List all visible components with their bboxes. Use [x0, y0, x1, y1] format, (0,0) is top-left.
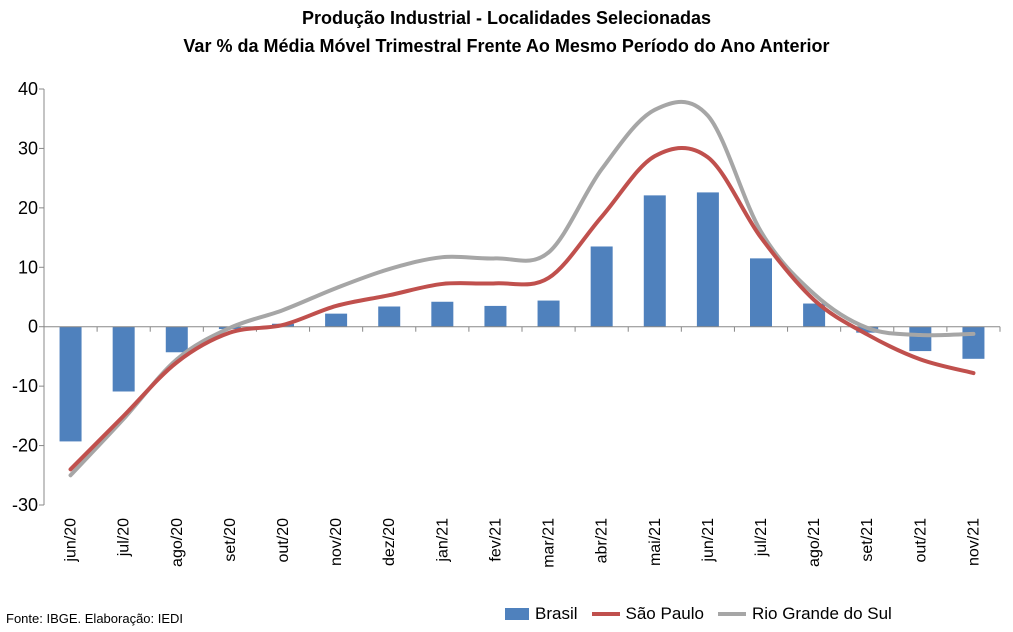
- legend-label-sao-paulo: São Paulo: [625, 604, 704, 623]
- axes: [39, 88, 1001, 506]
- bar-brasil-mai-21: [643, 195, 666, 327]
- x-tick-label: nov/21: [965, 518, 982, 566]
- y-tick-label: -10: [12, 376, 38, 396]
- bar-brasil-jul-20: [112, 326, 135, 392]
- legend-item-rio-grande-do-sul: Rio Grande do Sul: [717, 604, 892, 624]
- x-tick-label: ago/21: [806, 518, 823, 567]
- bar-brasil-nov-21: [962, 326, 985, 359]
- legend-swatch-sao-paulo: [591, 612, 620, 616]
- source-note: Fonte: IBGE. Elaboração: IEDI: [6, 611, 184, 626]
- chart-title: Produção Industrial - Localidades Seleci…: [301, 8, 712, 28]
- line-sao-paulo: [68, 145, 976, 472]
- legend-label-brasil: Brasil: [535, 604, 578, 623]
- legend-item-sao-paulo: São Paulo: [591, 604, 704, 624]
- x-tick-label: jul/21: [753, 518, 770, 557]
- y-tick-label: 10: [18, 257, 38, 277]
- bar-series-brasil: [59, 192, 985, 442]
- bar-brasil-ago-20: [165, 326, 188, 353]
- bar-brasil-dez-20: [378, 306, 401, 327]
- x-tick-label: mar/21: [541, 518, 558, 568]
- legend-item-brasil: Brasil: [505, 604, 578, 624]
- x-tick-label: jun/20: [63, 518, 80, 563]
- legend-swatch-brasil: [505, 608, 529, 620]
- x-tick-label: out/21: [912, 518, 929, 563]
- y-tick-label: -30: [12, 495, 38, 515]
- y-tick-label: 40: [18, 79, 38, 99]
- y-axis-ticks: -30 -20 -10 0 10 20 30 40: [12, 79, 38, 515]
- line-rio-grande-do-sul: [68, 99, 976, 478]
- bar-brasil-mar-21: [537, 300, 560, 327]
- y-tick-label: 30: [18, 138, 38, 158]
- y-tick-label: -20: [12, 436, 38, 456]
- bar-brasil-nov-20: [325, 313, 348, 327]
- bar-brasil-jun-20: [59, 326, 82, 442]
- x-tick-label: jan/21: [434, 518, 451, 563]
- x-tick-label: ago/20: [169, 518, 186, 567]
- bar-brasil-jan-21: [431, 301, 454, 327]
- x-tick-label: jul/20: [116, 518, 133, 557]
- y-tick-label: 20: [18, 198, 38, 218]
- bar-brasil-jun-21: [696, 192, 719, 327]
- legend-label-rio-grande-do-sul: Rio Grande do Sul: [751, 604, 892, 623]
- bar-brasil-fev-21: [484, 305, 507, 327]
- x-tick-label: jun/21: [700, 518, 717, 563]
- x-axis-ticks: jun/20 jul/20 ago/20 set/20 out/20 nov/20 dez/…: [63, 518, 983, 568]
- x-tick-label: abr/21: [594, 518, 611, 563]
- x-tick-label: out/20: [275, 518, 292, 563]
- legend-swatch-rio-grande-do-sul: [717, 612, 746, 616]
- x-tick-label: mai/21: [647, 518, 664, 566]
- x-tick-label: set/21: [859, 518, 876, 562]
- legend: Brasil São Paulo Rio Grande do Sul: [505, 604, 906, 624]
- x-tick-label: dez/20: [381, 518, 398, 566]
- bar-brasil-out-21: [909, 326, 932, 352]
- x-tick-label: fev/21: [487, 518, 504, 562]
- x-tick-label: set/20: [222, 518, 239, 562]
- line-series: [68, 99, 976, 478]
- y-tick-label: 0: [28, 317, 38, 337]
- bar-brasil-jul-21: [750, 258, 772, 327]
- x-tick-label: nov/20: [328, 518, 345, 566]
- chart-subtitle: Var % da Média Móvel Trimestral Frente A…: [183, 36, 830, 56]
- bar-brasil-abr-21: [590, 246, 613, 327]
- bar-brasil-ago-21: [803, 303, 826, 327]
